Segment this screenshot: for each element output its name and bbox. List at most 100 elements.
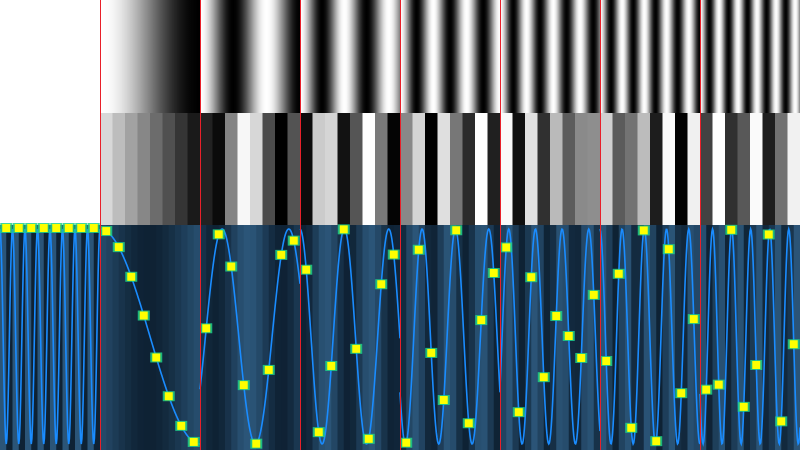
- step-bar: [225, 113, 238, 225]
- wave-bg-strip: [312, 225, 320, 450]
- step-cell-1: [0, 113, 100, 225]
- sample-marker: [225, 261, 238, 272]
- wave-bg-strip: [337, 225, 345, 450]
- wave-bg-strip: [775, 225, 782, 450]
- gradient-cell-3: [200, 0, 300, 113]
- sample-marker: [112, 242, 125, 253]
- sample-marker: [287, 235, 300, 246]
- step-bar: [687, 113, 701, 225]
- sample-marker: [337, 224, 350, 235]
- wave-bg-strip: [150, 225, 157, 450]
- wave-bg-strip: [518, 225, 526, 450]
- step-bar: [200, 113, 213, 225]
- sample-marker: [375, 279, 388, 290]
- step-bar: [112, 113, 126, 225]
- wave-bg-strip: [750, 225, 757, 450]
- step-bar: [537, 113, 551, 225]
- sample-marker: [175, 420, 188, 431]
- step-bar: [500, 113, 513, 225]
- wave-bg-strip: [393, 225, 401, 450]
- sample-marker: [562, 330, 575, 341]
- wave-bg-strip: [468, 225, 476, 450]
- waveform-line-6: [499, 227, 601, 446]
- sample-marker: [62, 223, 75, 233]
- step-bar: [137, 113, 151, 225]
- step-bar: [750, 113, 763, 225]
- step-bar: [787, 113, 800, 225]
- step-bar: [162, 113, 176, 225]
- sample-marker: [787, 339, 800, 350]
- sample-marker: [300, 264, 313, 275]
- wave-bg-strip: [387, 225, 395, 450]
- wave-bg-strip: [281, 225, 288, 450]
- waveform-line-8: [699, 225, 800, 447]
- sample-marker: [187, 436, 200, 447]
- sample-marker: [475, 315, 488, 326]
- wave-bg-strip: [212, 225, 220, 450]
- wave-bg-strip: [418, 225, 426, 450]
- sample-marker: [137, 310, 150, 321]
- sample-marker: [25, 223, 38, 233]
- wave-bg-strip: [631, 225, 638, 450]
- step-bar: [487, 113, 501, 225]
- sample-marker: [550, 311, 563, 322]
- sample-marker: [525, 272, 538, 283]
- wave-bg-strip: [700, 225, 707, 450]
- sample-marker: [325, 360, 338, 371]
- step-bar: [762, 113, 776, 225]
- step-bar: [100, 113, 113, 225]
- sample-marker: [212, 229, 225, 240]
- sample-marker: [237, 380, 250, 391]
- wave-bg-strip: [643, 225, 651, 450]
- wave-bg-strip: [300, 225, 307, 450]
- wave-bg-strip: [793, 225, 800, 450]
- wave-bg-strip: [306, 225, 313, 450]
- wave-bg-strip: [231, 225, 238, 450]
- wave-bg-strip: [218, 225, 226, 450]
- wave-bg-strip: [162, 225, 170, 450]
- wave-bg-strip: [481, 225, 488, 450]
- gradient-cell-8: [700, 0, 800, 113]
- sample-marker: [537, 372, 550, 383]
- sample-marker: [575, 352, 588, 363]
- step-bar: [562, 113, 576, 225]
- sample-marker: [12, 223, 25, 233]
- wave-bg-strip: [131, 225, 138, 450]
- waveform-line-7: [599, 226, 701, 447]
- sample-marker: [75, 223, 88, 233]
- sample-marker: [87, 223, 100, 233]
- wave-bg-strip: [237, 225, 245, 450]
- sample-marker: [412, 244, 425, 255]
- wave-bg-strip: [725, 225, 732, 450]
- step-bar: [712, 113, 726, 225]
- step-bar: [287, 113, 301, 225]
- step-bar: [250, 113, 263, 225]
- step-bar: [425, 113, 438, 225]
- wave-bg-strip: [737, 225, 745, 450]
- step-bar: [125, 113, 138, 225]
- wave-bg-strip: [175, 225, 182, 450]
- sample-marker: [462, 418, 475, 429]
- wave-bg-strip: [406, 225, 413, 450]
- step-bar: [775, 113, 788, 225]
- gradient-cell-7: [600, 0, 700, 113]
- step-bar: [300, 113, 313, 225]
- sample-marker: [737, 401, 750, 412]
- sample-marker: [387, 249, 400, 260]
- sample-marker: [662, 244, 675, 255]
- wave-bg-strip: [487, 225, 495, 450]
- waveform-line-3: [199, 228, 301, 445]
- sample-marker: [50, 223, 63, 233]
- wave-bg-strip: [550, 225, 557, 450]
- wave-bg-strip: [500, 225, 507, 450]
- step-bar: [312, 113, 326, 225]
- sample-marker: [312, 427, 325, 438]
- wave-bg-strip: [687, 225, 695, 450]
- quantized-band: [0, 113, 800, 225]
- wave-bg-strip: [475, 225, 482, 450]
- step-bar: [650, 113, 663, 225]
- wave-bg-strip: [331, 225, 338, 450]
- gradient-band: [0, 0, 800, 113]
- step-bar: [150, 113, 163, 225]
